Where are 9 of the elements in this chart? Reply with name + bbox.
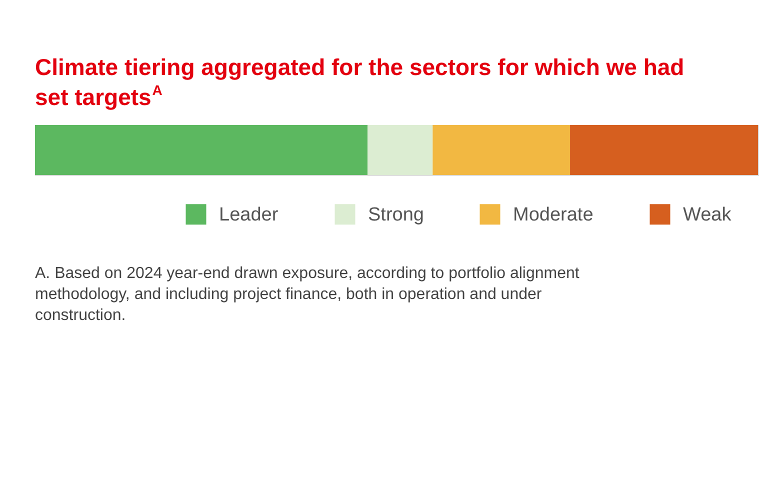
bar	[570, 125, 758, 175]
legend-label: Moderate	[513, 204, 594, 226]
text: A. Based on 2024 year-end drawn exposure, according to portfolio alignment methodology, and including project finance, both in operation and under construction.	[35, 265, 580, 324]
bar	[432, 125, 570, 175]
legend-label: Weak	[683, 204, 732, 226]
legend-label: Strong	[368, 204, 424, 226]
bar	[368, 125, 433, 175]
legend-label: Leader	[219, 204, 279, 226]
bar	[35, 125, 368, 175]
